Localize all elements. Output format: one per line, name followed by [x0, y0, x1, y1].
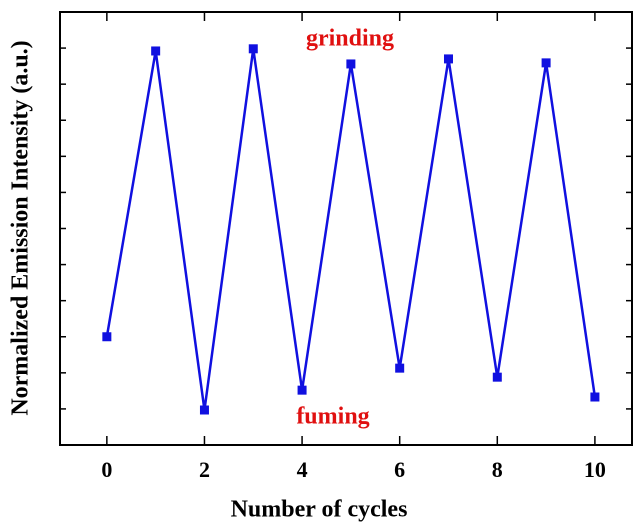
y-axis-label: Normalized Emission Intensity (a.u.)	[8, 40, 34, 415]
x-tick-label: 8	[492, 457, 503, 482]
plot-frame	[59, 11, 633, 446]
data-point	[395, 363, 405, 373]
data-line	[105, 48, 597, 411]
annotation: grinding	[306, 26, 394, 52]
data-point	[248, 44, 258, 54]
x-axis-label: Number of cycles	[231, 497, 408, 523]
data-point	[151, 46, 161, 56]
x-tick-label: 4	[297, 457, 308, 482]
data-point	[541, 58, 551, 68]
data-point	[346, 59, 356, 69]
x-tick-label: 10	[584, 457, 606, 482]
data-point	[199, 405, 209, 415]
data-point	[443, 54, 453, 64]
data-point	[102, 332, 112, 342]
annotation: fuming	[296, 404, 369, 430]
x-tick-label: 6	[394, 457, 405, 482]
data-point	[297, 385, 307, 395]
x-tick-label: 2	[199, 457, 210, 482]
x-tick-label: 0	[101, 457, 112, 482]
data-point	[590, 392, 600, 402]
data-point	[492, 372, 502, 382]
